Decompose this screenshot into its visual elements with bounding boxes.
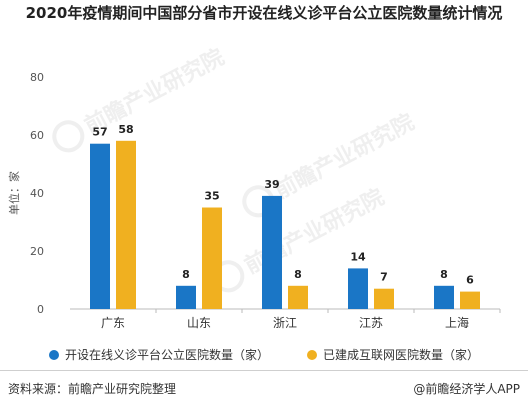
- chart-title: 2020年疫情期间中国部分省市开设在线义诊平台公立医院数量统计情况: [25, 4, 503, 22]
- bars-layer: 57 58 8 35 39 8 14 7 8 6: [90, 123, 480, 309]
- data-label: 7: [380, 271, 388, 284]
- bar-series-1: [176, 285, 196, 309]
- y-tick-label: 60: [30, 129, 44, 142]
- source-note: 资料来源：前瞻产业研究院整理: [8, 382, 177, 396]
- legend-swatch-series-2: [307, 349, 317, 360]
- bar-series-1: [348, 268, 368, 309]
- y-tick-label: 20: [30, 245, 44, 258]
- watermark-text: 前瞻产业研究院: [270, 109, 418, 204]
- bar-series-1: [434, 285, 454, 309]
- y-tick-label: 80: [30, 71, 44, 84]
- bar-series-2: [460, 291, 480, 309]
- bar-series-2: [374, 288, 394, 309]
- data-label: 6: [466, 274, 474, 287]
- data-label: 8: [440, 268, 448, 281]
- legend-label-series-2: 已建成互联网医院数量（家）: [323, 348, 480, 362]
- watermark-logo-icon: [52, 120, 85, 153]
- data-label: 35: [204, 190, 219, 203]
- legend-item-series-1: 开设在线义诊平台公立医院数量（家）: [48, 346, 269, 363]
- x-tick-label: 山东: [187, 316, 211, 330]
- legend: 开设在线义诊平台公立医院数量（家） 已建成互联网医院数量（家）: [0, 346, 528, 363]
- legend-item-series-2: 已建成互联网医院数量（家）: [307, 346, 479, 363]
- bar-series-2: [288, 285, 308, 309]
- data-label: 58: [118, 123, 133, 136]
- x-tick-label: 上海: [445, 315, 469, 330]
- legend-label-series-1: 开设在线义诊平台公立医院数量（家）: [64, 348, 269, 362]
- y-axis: 0 20 40 60 80 单位：家: [7, 71, 500, 316]
- bar-series-1: [90, 143, 110, 309]
- x-tick-label: 广东: [101, 316, 125, 330]
- y-tick-label: 0: [37, 303, 44, 316]
- x-axis: 广东 山东 浙江 江苏 上海: [101, 309, 501, 330]
- data-label: 39: [264, 178, 279, 191]
- legend-swatch-series-1: [48, 349, 59, 360]
- watermark: 前瞻产业研究院: [52, 44, 229, 153]
- data-label: 57: [92, 126, 107, 139]
- data-label: 14: [350, 250, 366, 263]
- x-tick-label: 浙江: [273, 316, 297, 330]
- bar-series-2: [116, 140, 136, 309]
- brand-credit: @前瞻经济学人APP: [413, 382, 520, 396]
- y-tick-label: 40: [30, 187, 44, 200]
- x-tick-label: 江苏: [359, 316, 383, 330]
- bar-series-1: [262, 195, 282, 309]
- footer-divider: [0, 370, 528, 371]
- bar-series-2: [202, 207, 222, 309]
- data-label: 8: [294, 268, 302, 281]
- y-axis-label: 单位：家: [7, 171, 21, 215]
- data-label: 8: [182, 268, 190, 281]
